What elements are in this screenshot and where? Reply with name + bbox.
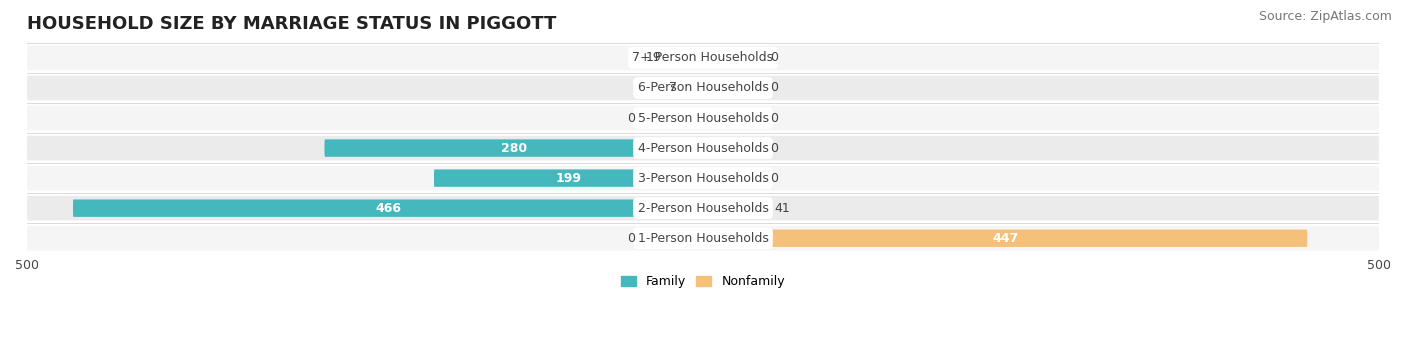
FancyBboxPatch shape xyxy=(73,200,703,217)
Text: Source: ZipAtlas.com: Source: ZipAtlas.com xyxy=(1258,10,1392,23)
Text: 0: 0 xyxy=(770,141,779,155)
Text: 6-Person Households: 6-Person Households xyxy=(637,82,769,95)
FancyBboxPatch shape xyxy=(27,226,1379,251)
Text: 1-Person Households: 1-Person Households xyxy=(637,232,769,245)
FancyBboxPatch shape xyxy=(325,139,703,157)
FancyBboxPatch shape xyxy=(27,136,1379,160)
Text: 0: 0 xyxy=(770,172,779,185)
FancyBboxPatch shape xyxy=(703,79,755,97)
Text: 447: 447 xyxy=(993,232,1018,245)
Text: 0: 0 xyxy=(627,112,636,124)
FancyBboxPatch shape xyxy=(27,46,1379,70)
Text: 0: 0 xyxy=(770,112,779,124)
Text: 4-Person Households: 4-Person Households xyxy=(637,141,769,155)
FancyBboxPatch shape xyxy=(434,169,703,187)
FancyBboxPatch shape xyxy=(651,230,703,247)
Text: 7: 7 xyxy=(669,82,678,95)
Text: 0: 0 xyxy=(627,232,636,245)
Text: 466: 466 xyxy=(375,202,401,215)
Text: 280: 280 xyxy=(501,141,527,155)
Text: 19: 19 xyxy=(645,51,661,64)
Text: 199: 199 xyxy=(555,172,582,185)
Legend: Family, Nonfamily: Family, Nonfamily xyxy=(616,270,790,293)
Text: 3-Person Households: 3-Person Households xyxy=(637,172,769,185)
Text: 0: 0 xyxy=(770,82,779,95)
FancyBboxPatch shape xyxy=(703,230,1308,247)
FancyBboxPatch shape xyxy=(703,139,755,157)
Text: 0: 0 xyxy=(770,51,779,64)
FancyBboxPatch shape xyxy=(651,109,703,127)
FancyBboxPatch shape xyxy=(703,49,755,67)
Text: 7+ Person Households: 7+ Person Households xyxy=(633,51,773,64)
FancyBboxPatch shape xyxy=(27,166,1379,190)
FancyBboxPatch shape xyxy=(703,200,758,217)
FancyBboxPatch shape xyxy=(27,196,1379,221)
FancyBboxPatch shape xyxy=(703,109,755,127)
Text: 2-Person Households: 2-Person Households xyxy=(637,202,769,215)
Text: 41: 41 xyxy=(775,202,790,215)
FancyBboxPatch shape xyxy=(703,169,755,187)
FancyBboxPatch shape xyxy=(678,49,703,67)
FancyBboxPatch shape xyxy=(27,106,1379,130)
Text: 5-Person Households: 5-Person Households xyxy=(637,112,769,124)
FancyBboxPatch shape xyxy=(693,79,703,97)
FancyBboxPatch shape xyxy=(27,75,1379,100)
Text: HOUSEHOLD SIZE BY MARRIAGE STATUS IN PIGGOTT: HOUSEHOLD SIZE BY MARRIAGE STATUS IN PIG… xyxy=(27,15,557,33)
